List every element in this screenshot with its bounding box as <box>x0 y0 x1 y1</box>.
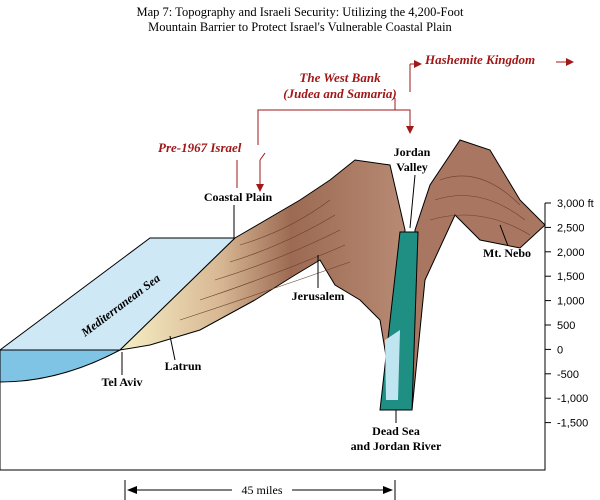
title-line: Mountain Barrier to Protect Israel's Vul… <box>148 20 452 34</box>
place-label: Tel Aviv <box>101 375 142 389</box>
title-line: Map 7: Topography and Israeli Security: … <box>137 5 464 19</box>
scale-label: 1,000 <box>557 296 585 308</box>
dead-sea <box>385 330 400 400</box>
region-label: (Judea and Samaria) <box>283 86 396 101</box>
place-label: Dead Sea <box>372 424 420 438</box>
place-label: Coastal Plain <box>204 190 273 204</box>
arrow <box>409 64 418 92</box>
region-label: Pre-1967 Israel <box>158 140 242 155</box>
scale-label: 0 <box>557 344 563 356</box>
arrow <box>236 160 260 188</box>
scale-label: 1,500 <box>557 271 585 283</box>
terrain-west <box>118 159 406 411</box>
scale-label: -1,000 <box>557 393 588 405</box>
place-label: Jerusalem <box>292 289 345 303</box>
place-label: Jordan <box>394 145 431 159</box>
place-label: and Jordan River <box>351 439 442 453</box>
region-label: The West Bank <box>299 70 381 85</box>
arrow <box>259 152 266 161</box>
scale: 3,000 ft 2,500 2,000 1,500 1,000 500 0 -500 -1,0… <box>545 198 594 430</box>
scale-label: -1,500 <box>557 418 588 430</box>
arrow <box>257 98 410 145</box>
leader-lines <box>121 174 509 423</box>
sea-depth <box>0 349 121 383</box>
scale-label: 500 <box>557 320 575 332</box>
region-label: Hashemite Kingdom <box>424 52 535 67</box>
place-label: Mt. Nebo <box>483 246 531 260</box>
distance-label: 45 miles <box>242 483 283 497</box>
terrain-east <box>411 139 546 411</box>
contour-lines <box>179 175 531 321</box>
scale-label: 3,000 ft <box>557 198 594 210</box>
place-label: Latrun <box>165 359 202 373</box>
place-label: Valley <box>396 160 428 174</box>
scale-label: 2,000 <box>557 247 585 259</box>
scale-label: -500 <box>557 369 579 381</box>
scale-label: 2,500 <box>557 222 585 234</box>
